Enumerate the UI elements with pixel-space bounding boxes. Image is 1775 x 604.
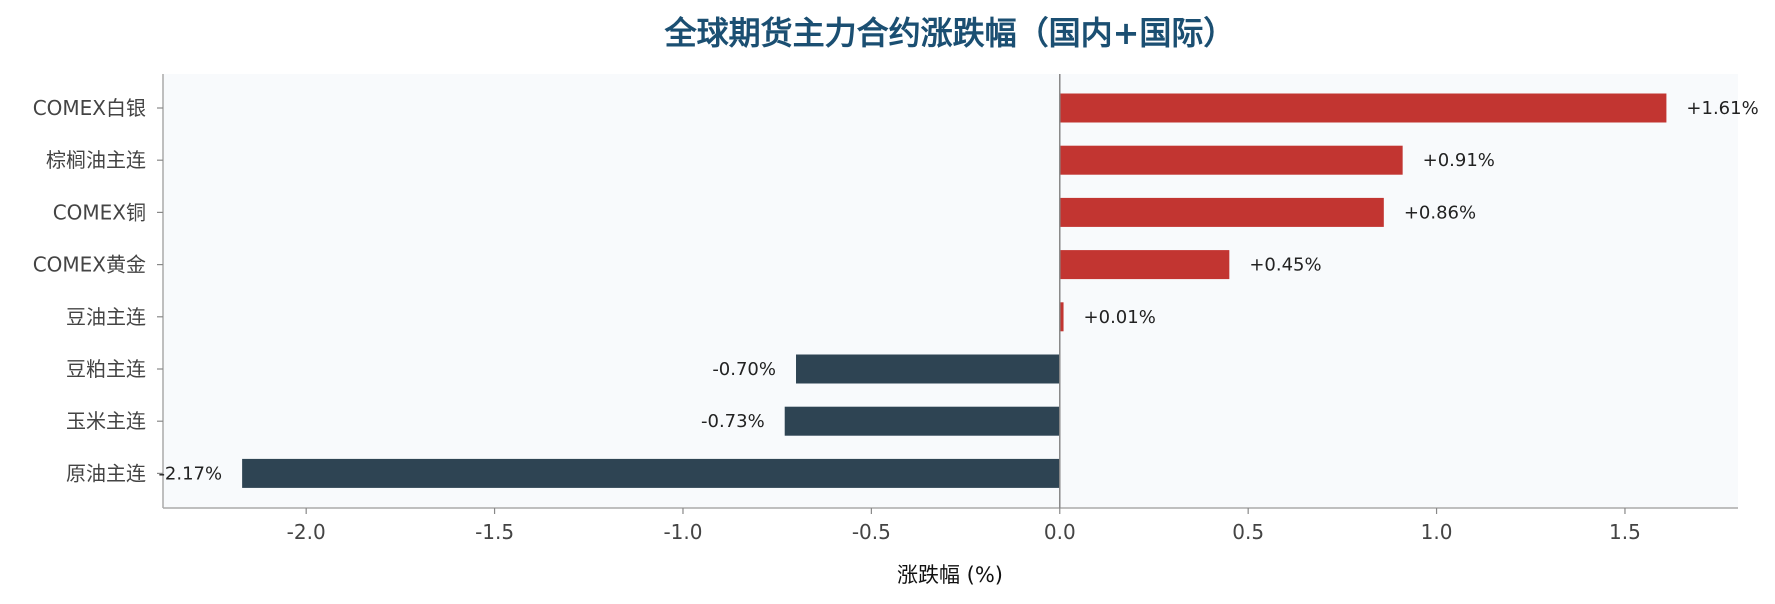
- x-tick-label-5: 0.5: [1232, 520, 1264, 544]
- data-label-0: +1.61%: [1686, 98, 1758, 119]
- x-tick-label-1: -1.5: [475, 520, 514, 544]
- bar-4: [1059, 302, 1064, 332]
- data-label-3: +0.45%: [1249, 255, 1321, 276]
- bar-2: [1059, 197, 1384, 227]
- x-tick-label-0: -2.0: [287, 520, 326, 544]
- category-label-0: COMEX白银: [33, 96, 146, 120]
- data-label-1: +0.91%: [1423, 150, 1495, 171]
- plot-background: [163, 74, 1738, 508]
- x-axis-title: 涨跌幅 (%): [897, 563, 1003, 587]
- category-label-5: 豆粕主连: [66, 357, 146, 381]
- data-label-5: -0.70%: [712, 359, 776, 380]
- bar-7: [242, 458, 1060, 488]
- x-tick-label-3: -0.5: [852, 520, 891, 544]
- data-labels: +1.61% +0.91% +0.86% +0.45% +0.01% -0.70% -0.7…: [158, 98, 1758, 484]
- data-label-6: -0.73%: [701, 411, 765, 432]
- bar-1: [1059, 145, 1403, 175]
- x-axis-ticks: -2.0 -1.5 -1.0 -0.5 0.0 0.5 1.0 1.5: [287, 508, 1641, 544]
- x-tick-label-7: 1.5: [1609, 520, 1641, 544]
- bar-6: [784, 406, 1060, 436]
- data-label-2: +0.86%: [1404, 202, 1476, 223]
- chart-title: 全球期货主力合约涨跌幅（国内+国际）: [664, 14, 1236, 52]
- bars-group: [242, 93, 1667, 488]
- x-tick-label-4: 0.0: [1044, 520, 1076, 544]
- category-label-4: 豆油主连: [66, 305, 146, 329]
- category-label-7: 原油主连: [66, 461, 146, 485]
- bar-0: [1059, 93, 1667, 123]
- data-label-7: -2.17%: [158, 463, 222, 484]
- x-tick-label-2: -1.0: [663, 520, 702, 544]
- category-label-3: COMEX黄金: [33, 253, 146, 277]
- data-label-4: +0.01%: [1084, 307, 1156, 328]
- category-label-6: 玉米主连: [66, 409, 146, 433]
- bar-5: [796, 354, 1060, 384]
- category-label-1: 棕榈油主连: [46, 148, 146, 172]
- x-tick-label-6: 1.0: [1421, 520, 1453, 544]
- bar-3: [1059, 250, 1230, 280]
- category-label-2: COMEX铜: [53, 200, 146, 224]
